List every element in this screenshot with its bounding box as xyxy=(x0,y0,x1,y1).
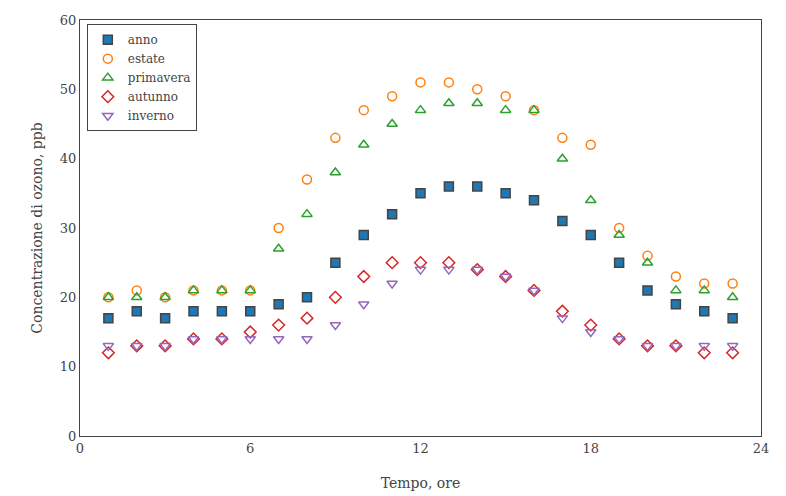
svg-text:40: 40 xyxy=(60,151,77,166)
svg-text:anno: anno xyxy=(128,33,158,47)
svg-text:0: 0 xyxy=(68,429,76,444)
svg-text:50: 50 xyxy=(60,82,77,97)
svg-text:primavera: primavera xyxy=(128,71,191,85)
svg-text:12: 12 xyxy=(412,441,429,456)
svg-text:24: 24 xyxy=(753,441,770,456)
svg-text:Tempo, ore: Tempo, ore xyxy=(381,475,461,491)
svg-text:18: 18 xyxy=(582,441,599,456)
svg-text:6: 6 xyxy=(246,441,254,456)
svg-text:inverno: inverno xyxy=(128,109,174,123)
svg-text:0: 0 xyxy=(76,441,84,456)
svg-text:10: 10 xyxy=(60,359,77,374)
svg-text:30: 30 xyxy=(60,221,77,236)
svg-text:autunno: autunno xyxy=(128,90,178,104)
svg-text:Concentrazione di ozono, ppb: Concentrazione di ozono, ppb xyxy=(29,122,45,333)
svg-text:60: 60 xyxy=(60,13,77,28)
svg-text:estate: estate xyxy=(128,52,165,66)
svg-text:20: 20 xyxy=(60,290,77,305)
